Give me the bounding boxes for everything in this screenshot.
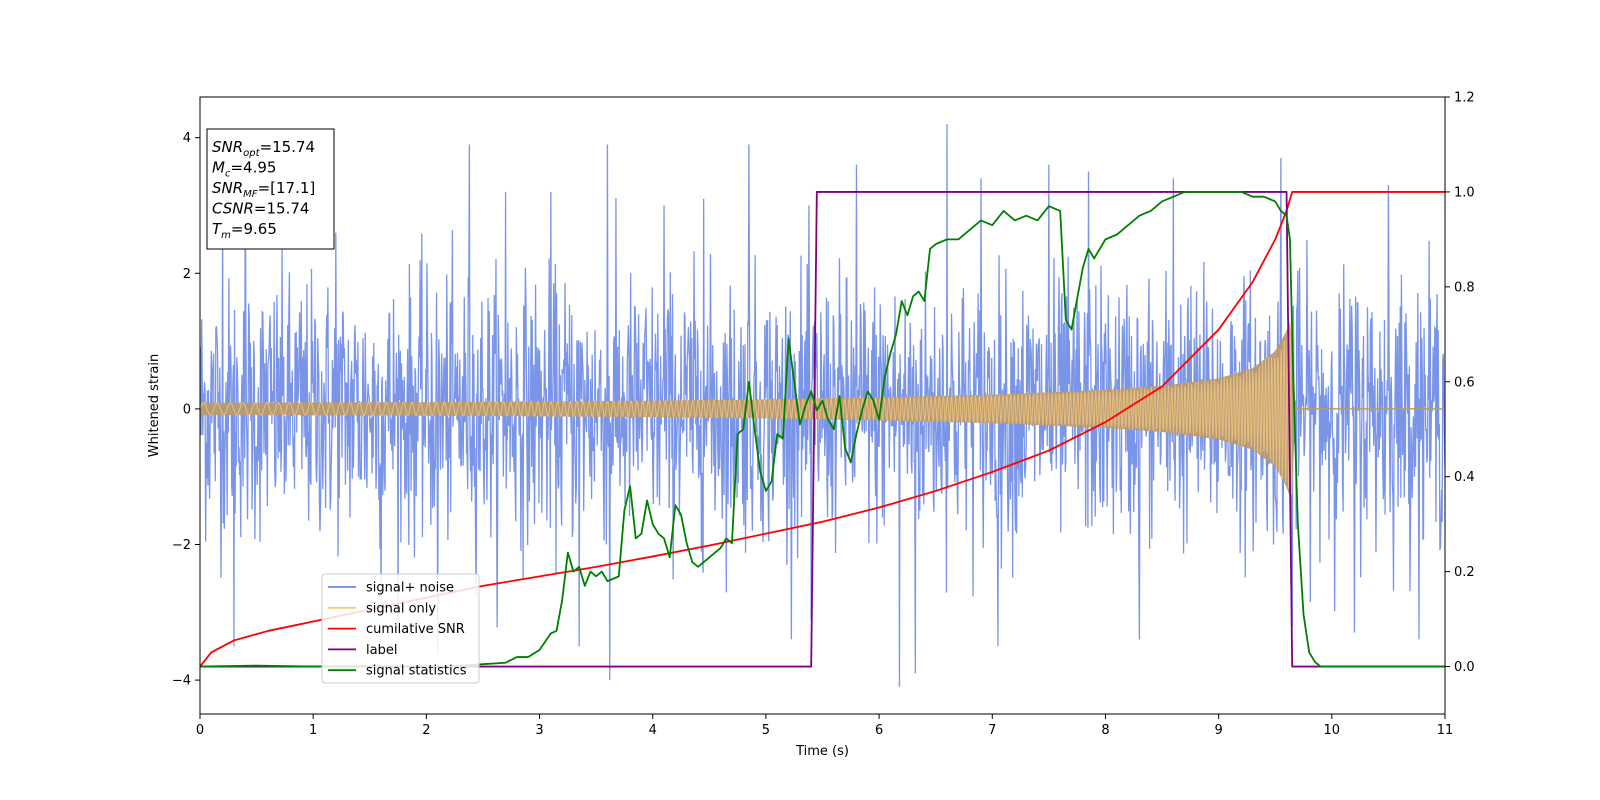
x-tick-label: 9 — [1214, 723, 1222, 738]
y-right-tick-label: 0.0 — [1454, 660, 1475, 675]
x-tick-label: 4 — [649, 723, 657, 738]
x-tick-label: 6 — [875, 723, 883, 738]
info-line: Tm=9.65 — [212, 220, 277, 241]
x-tick-label: 0 — [196, 723, 204, 738]
info-box: SNRopt=15.74Mc=4.95SNRMF=[17.1]CSNR=15.7… — [206, 128, 335, 250]
x-tick-label: 1 — [309, 723, 317, 738]
x-tick-label: 11 — [1437, 723, 1454, 738]
info-line: SNRMF=[17.1] — [212, 179, 315, 200]
series-signal-only-envelope — [200, 322, 1445, 496]
x-tick-label: 7 — [988, 723, 996, 738]
series-signal-statistics — [200, 191, 1445, 668]
x-tick-label: 3 — [535, 723, 543, 738]
info-line: Mc=4.95 — [212, 159, 276, 180]
legend-label: label — [366, 643, 397, 658]
info-line: SNRopt=15.74 — [212, 138, 315, 159]
legend-label: signal+ noise — [366, 581, 454, 596]
x-tick-label: 2 — [422, 723, 430, 738]
plot-area — [200, 124, 1445, 687]
y-left-tick-label: 0 — [183, 402, 191, 417]
y-left-tick-label: 2 — [183, 267, 191, 282]
x-axis-label: Time (s) — [795, 744, 849, 759]
y-right-tick-label: 1.2 — [1454, 91, 1475, 106]
y-right-tick-label: 0.6 — [1454, 375, 1475, 390]
legend-label: signal statistics — [366, 664, 467, 679]
legend-frame — [321, 573, 480, 684]
plot-series — [200, 124, 1445, 687]
y-left-tick-label: −4 — [172, 674, 191, 689]
x-tick-label: 5 — [762, 723, 770, 738]
y-right-tick-label: 0.8 — [1454, 280, 1475, 295]
y-right-tick-label: 0.4 — [1454, 470, 1475, 485]
y-right-tick-label: 0.2 — [1454, 565, 1475, 580]
y-left-tick-label: −2 — [172, 538, 191, 553]
legend-label: cumilative SNR — [366, 622, 465, 637]
series-signal-noise — [200, 124, 1445, 687]
info-box-frame — [206, 128, 335, 250]
y-right-tick-label: 1.0 — [1454, 185, 1475, 200]
info-line: CSNR=15.74 — [212, 200, 309, 218]
legend: signal+ noise signal only cumilative SNR la… — [321, 573, 480, 684]
y-left-tick-label: 4 — [183, 131, 191, 146]
x-tick-label: 10 — [1324, 723, 1341, 738]
axes: 0 1 2 3 4 5 6 7 8 9 10 11 −4 −2 0 2 4 0.0 0.2 0.4 0.6 0.8 1.0 1… — [147, 91, 1475, 760]
y-axis-label: Whitened strain — [147, 354, 162, 457]
x-tick-label: 8 — [1101, 723, 1109, 738]
plot-frame — [199, 96, 1446, 715]
legend-label: signal only — [366, 601, 436, 616]
series-label — [200, 191, 1445, 668]
